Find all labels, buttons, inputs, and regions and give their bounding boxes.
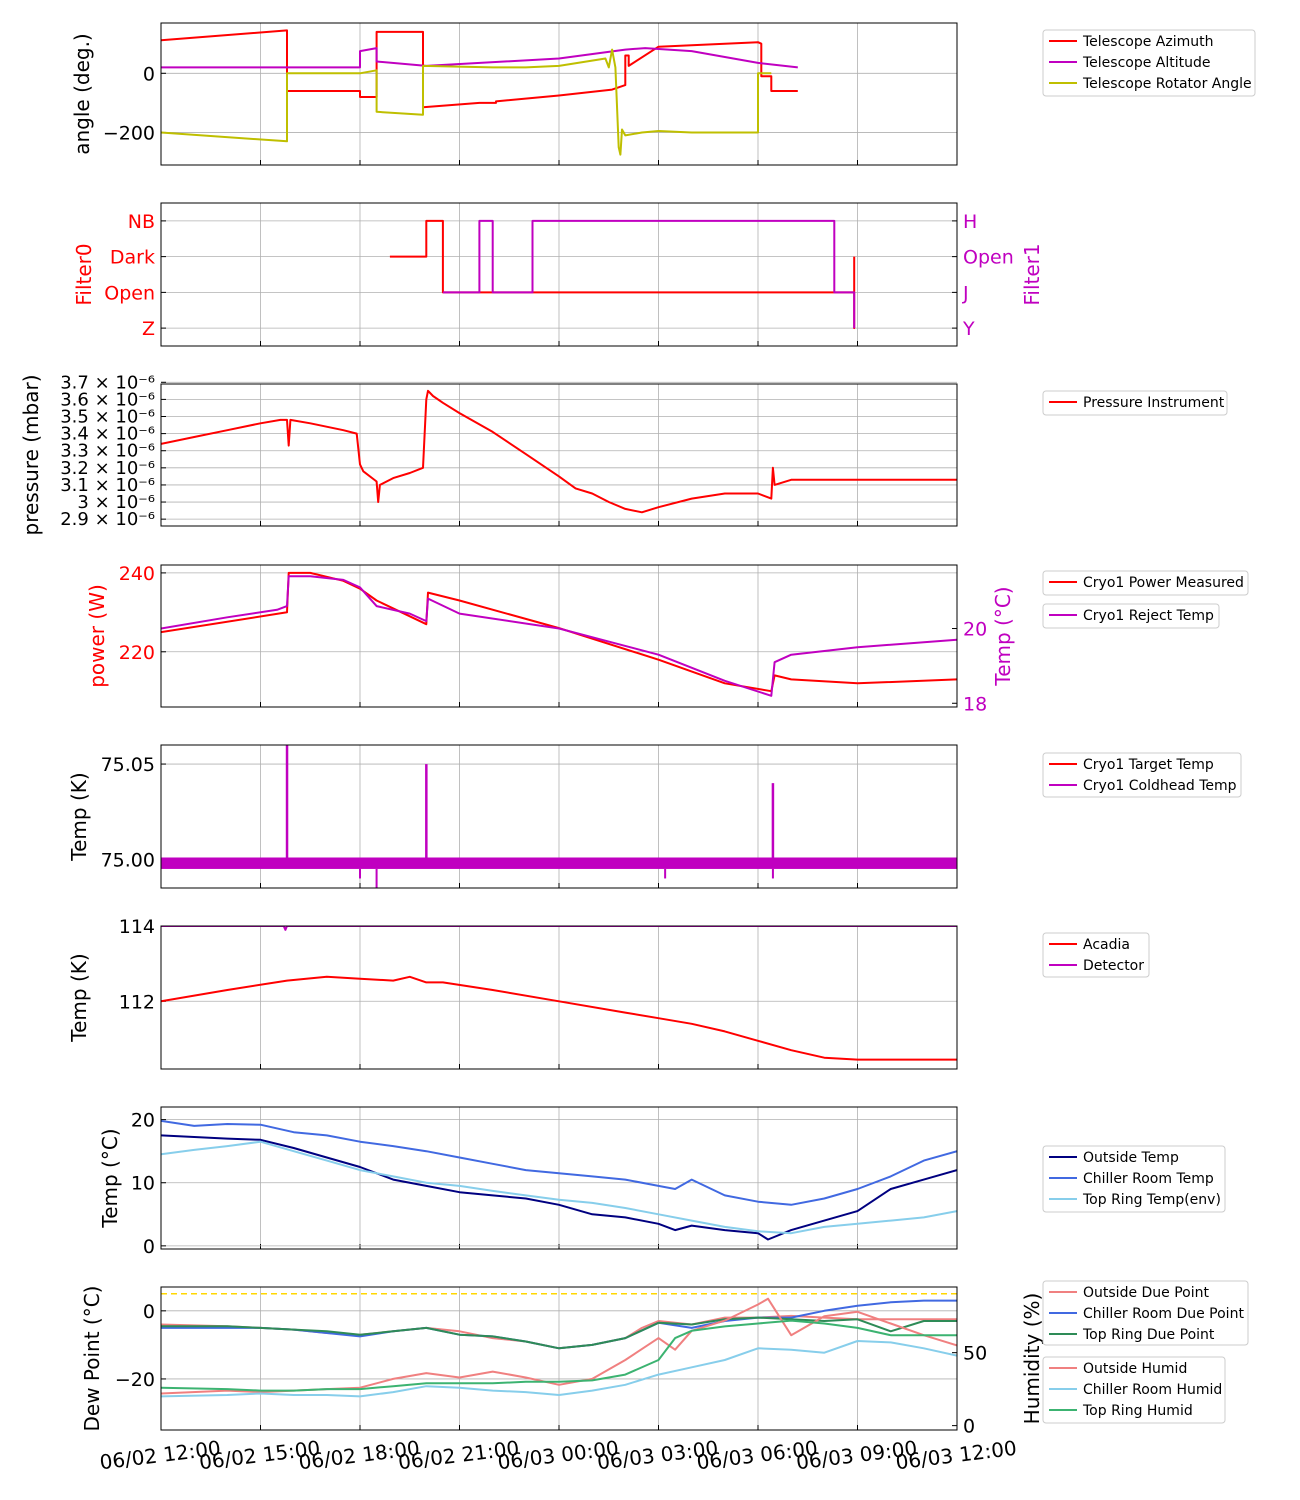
y-tick-label: 3.7 × 10⁻⁶	[60, 372, 155, 393]
series-line-filter1	[442, 219, 856, 329]
y-tick-label: 0	[143, 1301, 155, 1323]
plot-frame	[160, 1106, 958, 1250]
y2-tick-label: Y	[962, 318, 975, 340]
legend-label: Telescope Azimuth	[1082, 34, 1213, 50]
y-axis-label: power (W)	[85, 584, 109, 688]
y-tick-label: 3.6 × 10⁻⁶	[60, 389, 155, 410]
y-tick-label: 2.9 × 10⁻⁶	[60, 509, 155, 530]
plot-frame	[160, 744, 958, 889]
series-band	[161, 857, 957, 869]
legend-box	[1042, 603, 1220, 629]
legend-label: Outside Due Point	[1083, 1285, 1210, 1301]
y-tick-label: 20	[131, 1110, 155, 1132]
legend-label: Chiller Room Temp	[1083, 1171, 1214, 1187]
legend-box	[1042, 1280, 1249, 1346]
legend-box	[1042, 390, 1228, 416]
series-line-detector	[161, 926, 957, 931]
series-line-acadia	[161, 975, 957, 1061]
y-axis-label: Temp (K)	[67, 772, 91, 861]
y2-axis-label: Temp (°C)	[991, 586, 1015, 686]
y-tick-label: 3.3 × 10⁻⁶	[60, 441, 155, 462]
legend-box	[1042, 1356, 1226, 1424]
legend-label: Cryo1 Target Temp	[1083, 757, 1214, 773]
legend-box	[1042, 752, 1242, 798]
legend-box	[1042, 570, 1249, 596]
y-tick-label: Z	[142, 318, 155, 340]
y-axis-label: Filter0	[72, 243, 96, 305]
y-tick-label: 3.4 × 10⁻⁶	[60, 424, 155, 445]
legend-label: Chiller Room Humid	[1083, 1382, 1222, 1398]
y2-tick-label: 0	[963, 1416, 975, 1438]
y-tick-label: 3.5 × 10⁻⁶	[60, 407, 155, 428]
legend-label: Top Ring Humid	[1082, 1403, 1193, 1419]
legend-label: Cryo1 Reject Temp	[1083, 608, 1214, 624]
plot-frame	[160, 22, 958, 166]
y-tick-label: Open	[104, 282, 155, 304]
series-line-telescope-rotator-angle	[161, 48, 772, 156]
y-tick-label: 114	[119, 916, 155, 938]
legend-label: Top Ring Due Point	[1082, 1327, 1215, 1343]
series-line-telescope-altitude	[161, 47, 798, 69]
y2-tick-label: 20	[963, 619, 987, 641]
plot-frame	[160, 1286, 958, 1431]
series-line-top-ring-humid	[161, 1319, 957, 1392]
y2-tick-label: 50	[963, 1343, 987, 1365]
legend-label: Outside Temp	[1083, 1150, 1179, 1166]
legend-box	[1042, 1145, 1226, 1213]
y-tick-label: 3.2 × 10⁻⁶	[60, 458, 155, 479]
y-axis-label: Dew Point (°C)	[80, 1285, 104, 1431]
plot-frame	[160, 925, 958, 1070]
series-line-outside-temp	[161, 1134, 957, 1241]
series-line-top-ring-temp-env-	[161, 1140, 957, 1235]
series-line-chiller-room-temp	[161, 1119, 957, 1206]
y-tick-label: 75.05	[101, 754, 155, 776]
legend-label: Acadia	[1083, 937, 1130, 953]
y-tick-label: Dark	[110, 247, 155, 269]
legend-label: Chiller Room Due Point	[1083, 1306, 1244, 1322]
y-tick-label: 0	[143, 1236, 155, 1258]
y-tick-label: 10	[131, 1173, 155, 1195]
y-tick-label: 75.00	[101, 849, 155, 871]
y2-tick-label: 18	[963, 693, 987, 715]
y-tick-label: 240	[119, 563, 155, 585]
plot-frame	[160, 564, 958, 708]
legend-box	[1042, 29, 1256, 97]
series-line-top-ring-due-point	[161, 1316, 957, 1350]
y2-axis-label: Filter1	[1020, 243, 1044, 305]
y-axis-label: angle (deg.)	[70, 33, 94, 155]
legend-label: Pressure Instrument	[1083, 395, 1225, 411]
y-tick-label: 3.1 × 10⁻⁶	[60, 475, 155, 496]
y2-tick-label: H	[963, 211, 977, 233]
y-tick-label: −200	[103, 122, 155, 144]
series-line-chiller-room-humid	[161, 1340, 957, 1398]
legend-label: Outside Humid	[1083, 1361, 1187, 1377]
y-tick-label: 0	[143, 63, 155, 85]
plot-frame	[160, 202, 958, 347]
series-line-cryo1-power-measured	[161, 571, 957, 693]
y-tick-label: NB	[128, 211, 155, 233]
y2-tick-label: Open	[963, 247, 1014, 269]
y2-tick-label: J	[962, 282, 969, 304]
legend-label: Telescope Rotator Angle	[1082, 76, 1252, 92]
plot-frame	[160, 383, 958, 527]
series-line-telescope-azimuth	[161, 29, 798, 109]
y2-axis-label: Humidity (%)	[1020, 1293, 1044, 1425]
y-tick-label: −20	[115, 1369, 155, 1391]
legend-label: Detector	[1083, 958, 1144, 974]
y-tick-label: 220	[119, 642, 155, 664]
series-line-cryo1-reject-temp	[161, 575, 957, 697]
y-tick-label: 3 × 10⁻⁶	[77, 492, 155, 513]
legend-label: Telescope Altitude	[1082, 55, 1211, 71]
y-axis-label: Temp (°C)	[98, 1128, 122, 1228]
legend-label: Cryo1 Coldhead Temp	[1083, 778, 1237, 794]
legend-label: Cryo1 Power Measured	[1083, 575, 1244, 591]
y-axis-label: pressure (mbar)	[19, 374, 43, 535]
legend-label: Top Ring Temp(env)	[1082, 1192, 1221, 1208]
y-tick-label: 112	[119, 991, 155, 1013]
y-axis-label: Temp (K)	[67, 953, 91, 1042]
series-line-pressure-instrument	[161, 389, 957, 514]
